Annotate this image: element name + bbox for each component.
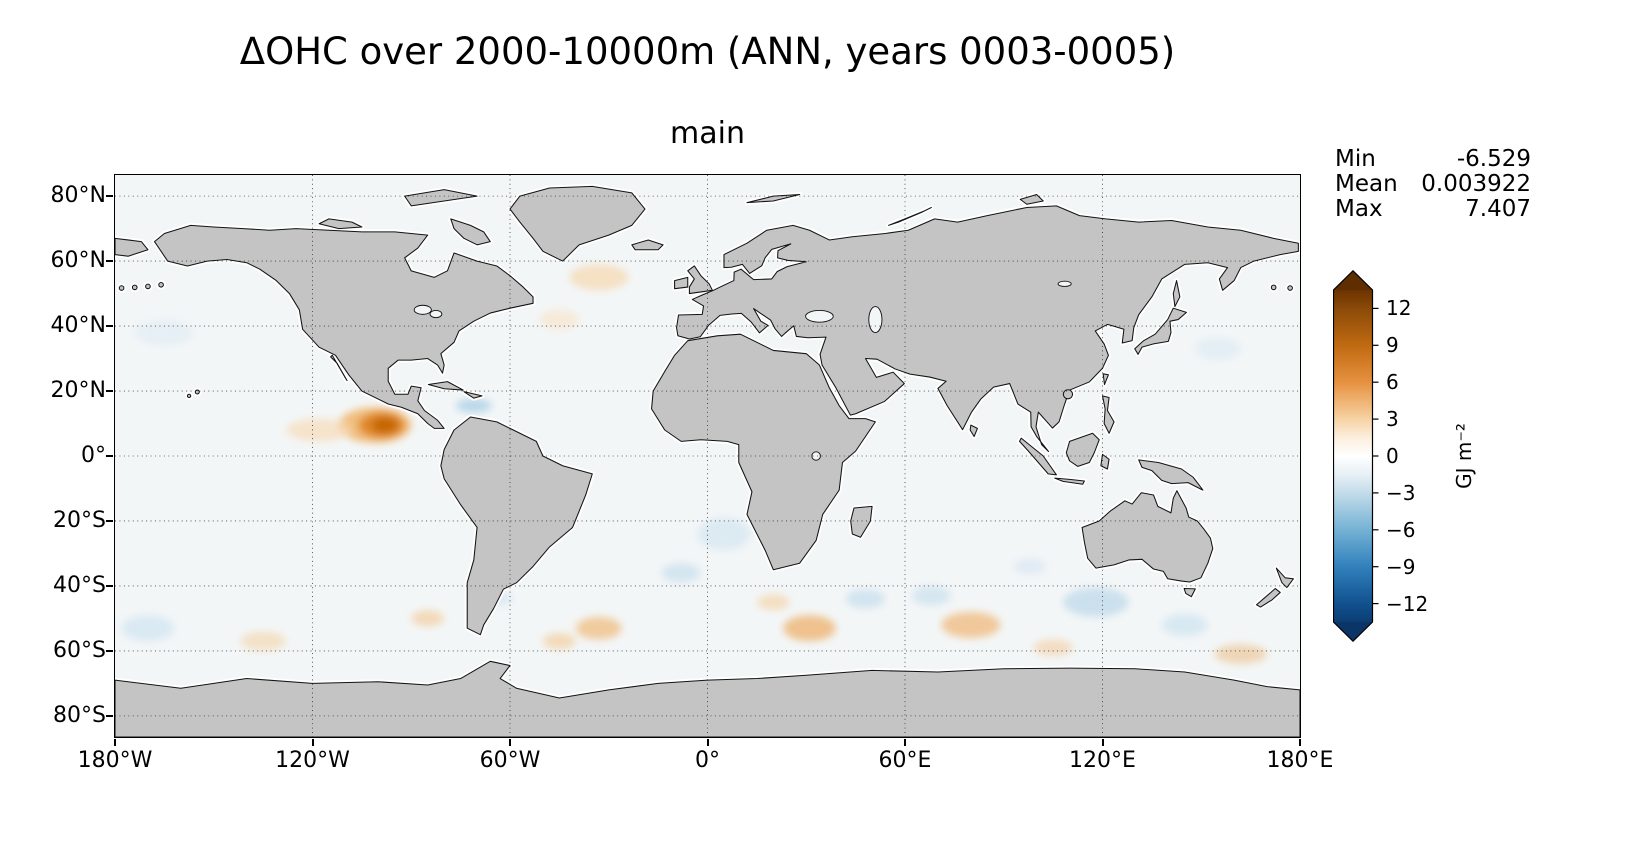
anomaly-blob (542, 633, 576, 650)
colorbar-tick-label: −9 (1386, 555, 1416, 579)
anomaly-blob (134, 319, 194, 346)
stat-mean: Mean 0.003922 (1335, 172, 1531, 197)
colorbar-tick-label: −6 (1386, 518, 1416, 542)
x-tick-label: 180°W (77, 748, 153, 773)
colorbar-tick-label: 3 (1386, 407, 1399, 431)
colorbar-extend-under (1333, 622, 1373, 642)
anomaly-blob (845, 589, 886, 609)
anomaly-blob (911, 585, 952, 606)
gridlines (115, 175, 1300, 737)
anomaly-blob (1194, 337, 1241, 361)
axis-tick (707, 739, 709, 746)
colorbar-tick-label: 0 (1386, 444, 1399, 468)
figure-title: ΔOHC over 2000-10000m (ANN, years 0003-0… (239, 30, 1176, 73)
axis-tick (106, 390, 113, 392)
stat-min: Min -6.529 (1335, 147, 1531, 172)
anomaly-blob (539, 309, 580, 330)
lakes (413, 280, 1072, 461)
lake-victoria (811, 451, 821, 461)
y-tick-label: 20°S (53, 508, 106, 533)
axis-tick (106, 520, 113, 522)
world-map (115, 175, 1300, 737)
colorbar-graphic (1332, 269, 1379, 643)
y-tick-label: 40°N (50, 313, 106, 338)
ohc-anomaly-field (121, 264, 1268, 664)
map-axes (114, 174, 1301, 738)
y-tick-label: 80°S (53, 703, 106, 728)
colorbar-tick-label: −12 (1386, 592, 1429, 616)
colorbar-tick-label: 6 (1386, 370, 1399, 394)
y-tick-label: 0° (81, 443, 106, 468)
anomaly-blob (121, 615, 175, 642)
lake-huron-erie (429, 310, 443, 319)
panel-title: main (670, 116, 745, 151)
caspian-sea (868, 306, 883, 334)
anomaly-blob (240, 631, 287, 651)
anomaly-blob (1033, 639, 1073, 656)
y-tick-label: 80°N (50, 183, 106, 208)
y-tick-label: 60°N (50, 248, 106, 273)
anomaly-blob (455, 398, 492, 413)
colorbar-tick-label: 12 (1386, 296, 1412, 320)
anomaly-blob (1161, 613, 1208, 637)
axis-tick (114, 739, 116, 746)
x-tick-label: 120°W (275, 748, 350, 773)
anomaly-blob (756, 594, 790, 611)
stat-max: Max 7.407 (1335, 197, 1531, 222)
anomaly-blob (286, 418, 352, 442)
stat-min-value: -6.529 (1456, 146, 1531, 172)
x-tick-label: 120°E (1069, 748, 1136, 773)
anomaly-blob (371, 416, 399, 434)
axis-tick (1102, 739, 1104, 746)
stat-max-value: 7.407 (1465, 196, 1531, 222)
stats-block: Min -6.529 Mean 0.003922 Max 7.407 (1335, 147, 1531, 222)
x-tick-label: 60°E (878, 748, 932, 773)
x-tick-label: 180°E (1266, 748, 1334, 773)
axis-tick (106, 260, 113, 262)
colorbar-gradient (1333, 290, 1373, 622)
anomaly-blob (1214, 644, 1268, 664)
y-tick-label: 60°S (53, 638, 106, 663)
stat-max-label: Max (1335, 196, 1383, 222)
anomaly-blob (1063, 587, 1129, 617)
axis-tick (312, 739, 314, 746)
anomaly-blob (411, 610, 445, 627)
anomaly-blob (569, 264, 629, 291)
black-sea (805, 310, 834, 323)
x-tick-label: 0° (695, 748, 720, 773)
anomaly-blob (783, 615, 836, 642)
colorbar-tick-label: −3 (1386, 481, 1416, 505)
stat-min-label: Min (1335, 146, 1376, 172)
axis-tick (106, 585, 113, 587)
colorbar-unit-label: GJ m⁻² (1452, 423, 1476, 489)
stat-mean-value: 0.003922 (1421, 171, 1531, 197)
anomaly-blob (941, 611, 1001, 638)
stat-mean-label: Mean (1335, 171, 1398, 197)
axis-tick (106, 455, 113, 457)
y-tick-label: 20°N (50, 378, 106, 403)
x-tick-label: 60°W (479, 748, 541, 773)
axis-tick (509, 739, 511, 746)
colorbar-ticks (1372, 307, 1379, 605)
anomaly-blob (661, 563, 701, 583)
axis-tick (106, 195, 113, 197)
colorbar (1332, 269, 1380, 643)
colorbar-tick-label: 9 (1386, 333, 1399, 357)
axis-tick (106, 325, 113, 327)
y-tick-label: 40°S (53, 573, 106, 598)
lake-superior (413, 304, 432, 315)
anomaly-blob (575, 616, 622, 640)
lake-baikal (1057, 280, 1072, 287)
axis-tick (106, 715, 113, 717)
anomaly-blob (1013, 558, 1047, 575)
axis-tick (106, 650, 113, 652)
anomaly-blob (697, 517, 751, 551)
colorbar-extend-over (1333, 270, 1373, 290)
colorbar-outline (1332, 269, 1374, 643)
axis-tick (1299, 739, 1301, 746)
axis-tick (904, 739, 906, 746)
